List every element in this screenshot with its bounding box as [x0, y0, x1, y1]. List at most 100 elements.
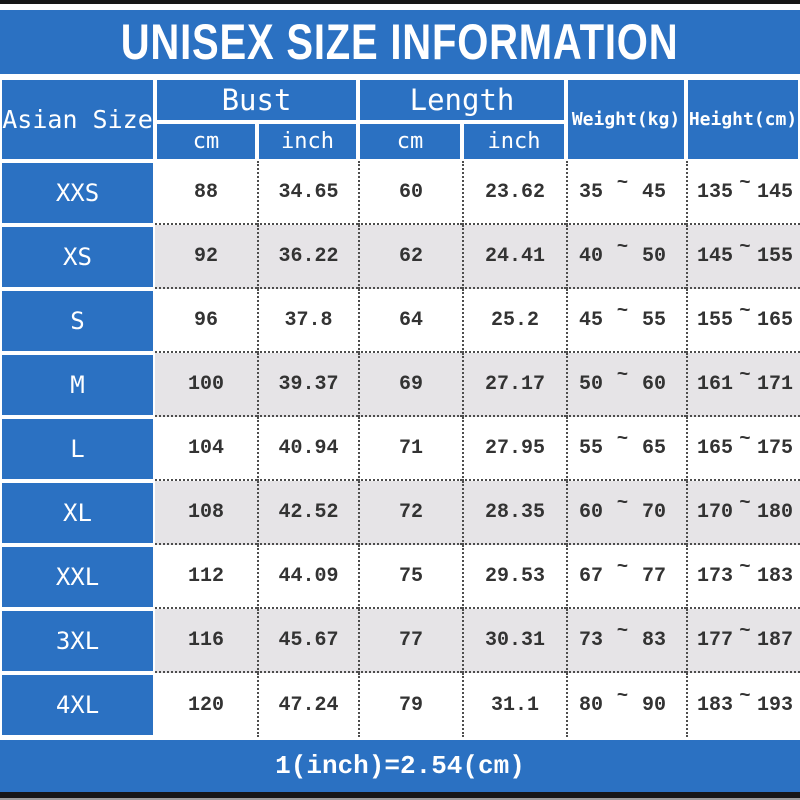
bust-cm-cell: 120	[155, 673, 257, 737]
range-min: 177	[697, 628, 734, 652]
length-cm-cell: 72	[358, 481, 462, 545]
bust-cm-cell: 92	[155, 225, 257, 289]
range-tilde: ~	[616, 492, 629, 514]
size-cell: L	[0, 417, 155, 481]
range-tilde: ~	[616, 236, 629, 258]
length-cm-cell: 77	[358, 609, 462, 673]
bust-inch-cell: 36.22	[257, 225, 358, 289]
bust-cm-cell: 88	[155, 161, 257, 225]
range-max: 187	[756, 628, 793, 652]
divider	[0, 74, 800, 78]
range-max: 65	[641, 436, 666, 460]
subheader-bust-inch: inch	[257, 122, 358, 161]
size-cell: S	[0, 289, 155, 353]
bust-cm-cell: 104	[155, 417, 257, 481]
height-range-cell: 145 ~ 155	[686, 225, 800, 289]
range-min: 50	[579, 372, 604, 396]
weight-range-cell: 35 ~ 45	[566, 161, 686, 225]
col-header-weight: Weight(kg)	[566, 78, 686, 161]
height-range-cell: 165 ~ 175	[686, 417, 800, 481]
range-min: 67	[579, 564, 604, 588]
range-max: 171	[756, 372, 793, 396]
length-inch-cell: 29.53	[462, 545, 566, 609]
range-min: 80	[579, 693, 604, 717]
size-cell: XXL	[0, 545, 155, 609]
bust-cm-cell: 116	[155, 609, 257, 673]
range-tilde: ~	[739, 236, 751, 258]
range-tilde: ~	[739, 685, 751, 707]
subheader-length-inch: inch	[462, 122, 566, 161]
weight-range-cell: 50 ~ 60	[566, 353, 686, 417]
height-range-cell: 173 ~ 183	[686, 545, 800, 609]
range-min: 161	[697, 372, 734, 396]
range-max: 145	[756, 180, 793, 204]
size-cell: XL	[0, 481, 155, 545]
length-inch-cell: 25.2	[462, 289, 566, 353]
range-tilde: ~	[739, 172, 751, 194]
footer-band: 1(inch)=2.54(cm)	[0, 740, 800, 792]
length-inch-cell: 24.41	[462, 225, 566, 289]
range-min: 165	[697, 436, 734, 460]
subheader-length-cm: cm	[358, 122, 462, 161]
range-min: 35	[579, 180, 604, 204]
bottom-bar	[0, 792, 800, 798]
size-cell: XXS	[0, 161, 155, 225]
range-tilde: ~	[616, 364, 629, 386]
range-min: 183	[697, 693, 734, 717]
size-cell: 3XL	[0, 609, 155, 673]
range-min: 170	[697, 500, 734, 524]
bust-inch-cell: 40.94	[257, 417, 358, 481]
bust-inch-cell: 42.52	[257, 481, 358, 545]
bust-inch-cell: 47.24	[257, 673, 358, 737]
length-inch-cell: 27.17	[462, 353, 566, 417]
range-tilde: ~	[616, 428, 629, 450]
weight-range-cell: 73 ~ 83	[566, 609, 686, 673]
top-gap	[0, 4, 800, 10]
length-cm-cell: 71	[358, 417, 462, 481]
range-min: 55	[579, 436, 604, 460]
length-inch-cell: 31.1	[462, 673, 566, 737]
range-tilde: ~	[739, 620, 751, 642]
size-cell: 4XL	[0, 673, 155, 737]
bust-cm-cell: 100	[155, 353, 257, 417]
bust-cm-cell: 112	[155, 545, 257, 609]
weight-range-cell: 40 ~ 50	[566, 225, 686, 289]
col-header-height: Height(cm)	[686, 78, 800, 161]
range-min: 173	[697, 564, 734, 588]
range-tilde: ~	[616, 556, 629, 578]
bust-inch-cell: 45.67	[257, 609, 358, 673]
col-header-asian-size: Asian Size	[0, 78, 155, 161]
size-table: Asian Size Bust Length Weight(kg) Height…	[0, 78, 800, 737]
range-tilde: ~	[739, 492, 751, 514]
length-cm-cell: 69	[358, 353, 462, 417]
length-cm-cell: 64	[358, 289, 462, 353]
range-min: 45	[579, 308, 604, 332]
size-cell: XS	[0, 225, 155, 289]
subheader-bust-cm: cm	[155, 122, 257, 161]
height-range-cell: 183 ~ 193	[686, 673, 800, 737]
height-range-cell: 161 ~ 171	[686, 353, 800, 417]
range-max: 193	[756, 693, 793, 717]
bottom-edge	[0, 798, 800, 800]
weight-range-cell: 60 ~ 70	[566, 481, 686, 545]
height-range-cell: 177 ~ 187	[686, 609, 800, 673]
range-tilde: ~	[616, 300, 629, 322]
range-max: 77	[641, 564, 666, 588]
range-max: 50	[641, 244, 666, 268]
range-tilde: ~	[739, 556, 751, 578]
weight-range-cell: 80 ~ 90	[566, 673, 686, 737]
range-tilde: ~	[739, 428, 751, 450]
conversion-note: 1(inch)=2.54(cm)	[275, 751, 525, 781]
range-max: 55	[641, 308, 666, 332]
range-max: 175	[756, 436, 793, 460]
range-max: 155	[756, 244, 793, 268]
range-tilde: ~	[616, 172, 629, 194]
range-max: 83	[641, 628, 666, 652]
range-tilde: ~	[739, 300, 751, 322]
bust-inch-cell: 44.09	[257, 545, 358, 609]
weight-range-cell: 45 ~ 55	[566, 289, 686, 353]
page-title: UNISEX SIZE INFORMATION	[121, 14, 679, 70]
length-inch-cell: 23.62	[462, 161, 566, 225]
range-max: 165	[756, 308, 793, 332]
bust-cm-cell: 108	[155, 481, 257, 545]
